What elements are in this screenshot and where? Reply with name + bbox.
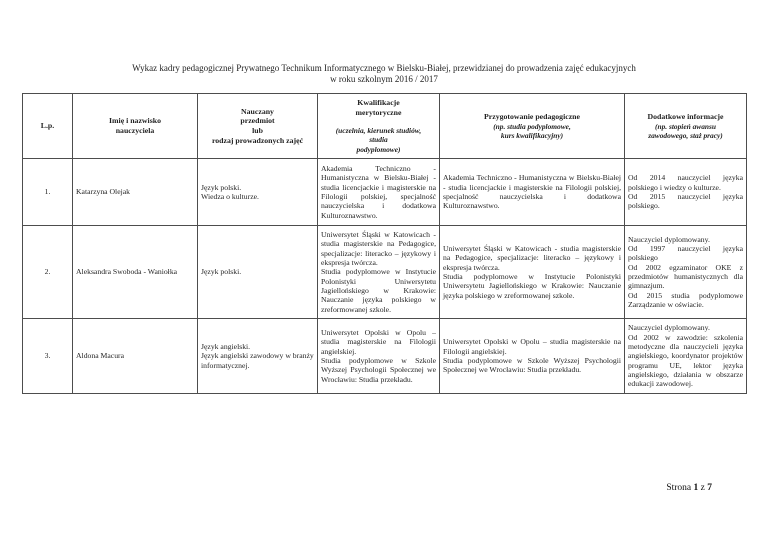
qualifications-text: Uniwersytet Śląski w Katowicach - studia…	[321, 230, 436, 314]
teacher-name: Aleksandra Swoboda - Waniołka	[76, 267, 178, 277]
page-number: Strona 1 z 7	[666, 483, 712, 494]
column-header-label: L.p.	[40, 121, 55, 131]
column-header-label: Kwalifikacje merytoryczne	[355, 98, 402, 117]
cell-qualifications: Uniwersytet Opolski w Opolu – studia mag…	[317, 318, 440, 394]
cell-pedagogical: Uniwersytet Opolski w Opolu – studia mag…	[439, 318, 625, 394]
cell-qualifications: Uniwersytet Śląski w Katowicach - studia…	[317, 225, 440, 319]
column-header-subject: Nauczany przedmiot lub rodzaj prowadzony…	[197, 93, 318, 159]
cell-pedagogical: Uniwersytet Śląski w Katowicach - studia…	[439, 225, 625, 319]
column-header-label: Dodatkowe informacje	[647, 112, 724, 121]
column-header-lp: L.p.	[22, 93, 73, 159]
cell-pedagogical: Akademia Techniczno - Humanistyczna w Bi…	[439, 158, 625, 226]
cell-subject: Język angielski. Język angielski zawodow…	[197, 318, 318, 394]
cell-additional: Nauczyciel dyplomowany. Od 1997 nauczyci…	[624, 225, 747, 319]
row-number: 3.	[44, 351, 51, 361]
additional-text: Nauczyciel dyplomowany. Od 1997 nauczyci…	[628, 234, 743, 309]
pedagogical-text: Uniwersytet Opolski w Opolu – studia mag…	[443, 337, 621, 375]
row-number: 1.	[44, 187, 51, 197]
cell-qualifications: Akademia Techniczno - Humanistyczna w Bi…	[317, 158, 440, 226]
cell-lp: 3.	[22, 318, 73, 394]
cell-subject: Język polski. Wiedza o kulturze.	[197, 158, 318, 226]
document-title: Wykaz kadry pedagogicznej Prywatnego Tec…	[0, 63, 768, 85]
column-header-pedagogical: Przygotowanie pedagogiczne (np. studia p…	[439, 93, 625, 159]
pedagogical-text: Akademia Techniczno - Humanistyczna w Bi…	[443, 173, 621, 211]
cell-subject: Język polski.	[197, 225, 318, 319]
cell-additional: Od 2014 nauczyciel języka polskiego i wi…	[624, 158, 747, 226]
cell-teacher-name: Aldona Macura	[72, 318, 198, 394]
column-header-label: Przygotowanie pedagogiczne	[484, 112, 580, 121]
pedagogical-text: Uniwersytet Śląski w Katowicach - studia…	[443, 244, 621, 300]
page-number-of: z	[700, 483, 705, 493]
staff-table: L.p. Imię i nazwisko nauczyciela Nauczan…	[22, 93, 747, 394]
column-header-label: Imię i nazwisko nauczyciela	[109, 116, 161, 135]
table-row: 2. Aleksandra Swoboda - Waniołka Język p…	[22, 225, 747, 319]
page-number-total: 7	[707, 483, 712, 493]
table-row: 1. Katarzyna Olejak Język polski. Wiedza…	[22, 158, 747, 226]
table-row: 3. Aldona Macura Język angielski. Język …	[22, 318, 747, 394]
cell-lp: 1.	[22, 158, 73, 226]
column-header-qualifications: Kwalifikacje merytoryczne (uczelnia, kie…	[317, 93, 440, 159]
column-header-sublabel: (np. stopień awansu zawodowego, staż pra…	[648, 121, 723, 140]
additional-text: Od 2014 nauczyciel języka polskiego i wi…	[628, 173, 743, 211]
column-header-label: Nauczany przedmiot lub rodzaj prowadzony…	[211, 106, 304, 145]
teacher-name: Aldona Macura	[76, 351, 125, 361]
cell-teacher-name: Aleksandra Swoboda - Waniołka	[72, 225, 198, 319]
subject-text: Język polski.	[201, 267, 242, 277]
additional-text: Nauczyciel dyplomowany. Od 2002 w zawodz…	[628, 323, 743, 389]
row-number: 2.	[44, 267, 51, 277]
column-header-name: Imię i nazwisko nauczyciela	[72, 93, 198, 159]
column-header-additional: Dodatkowe informacje (np. stopień awansu…	[624, 93, 747, 159]
title-line-2: w roku szkolnym 2016 / 2017	[330, 74, 438, 84]
column-header-sublabel: (np. studia podyplomowe, kurs kwalifikac…	[493, 121, 571, 140]
page-number-label: Strona	[666, 483, 692, 493]
subject-text: Język angielski. Język angielski zawodow…	[201, 342, 314, 370]
subject-text: Język polski. Wiedza o kulturze.	[201, 182, 259, 201]
qualifications-text: Uniwersytet Opolski w Opolu – studia mag…	[321, 328, 436, 384]
teacher-name: Katarzyna Olejak	[76, 187, 130, 197]
title-line-1: Wykaz kadry pedagogicznej Prywatnego Tec…	[132, 63, 636, 73]
table-header-row: L.p. Imię i nazwisko nauczyciela Nauczan…	[22, 93, 747, 159]
cell-teacher-name: Katarzyna Olejak	[72, 158, 198, 226]
qualifications-text: Akademia Techniczno - Humanistyczna w Bi…	[321, 164, 436, 220]
cell-additional: Nauczyciel dyplomowany. Od 2002 w zawodz…	[624, 318, 747, 394]
cell-lp: 2.	[22, 225, 73, 319]
page-number-current: 1	[693, 483, 699, 493]
column-header-sublabel: (uczelnia, kierunek studiów, studia pody…	[335, 126, 422, 154]
